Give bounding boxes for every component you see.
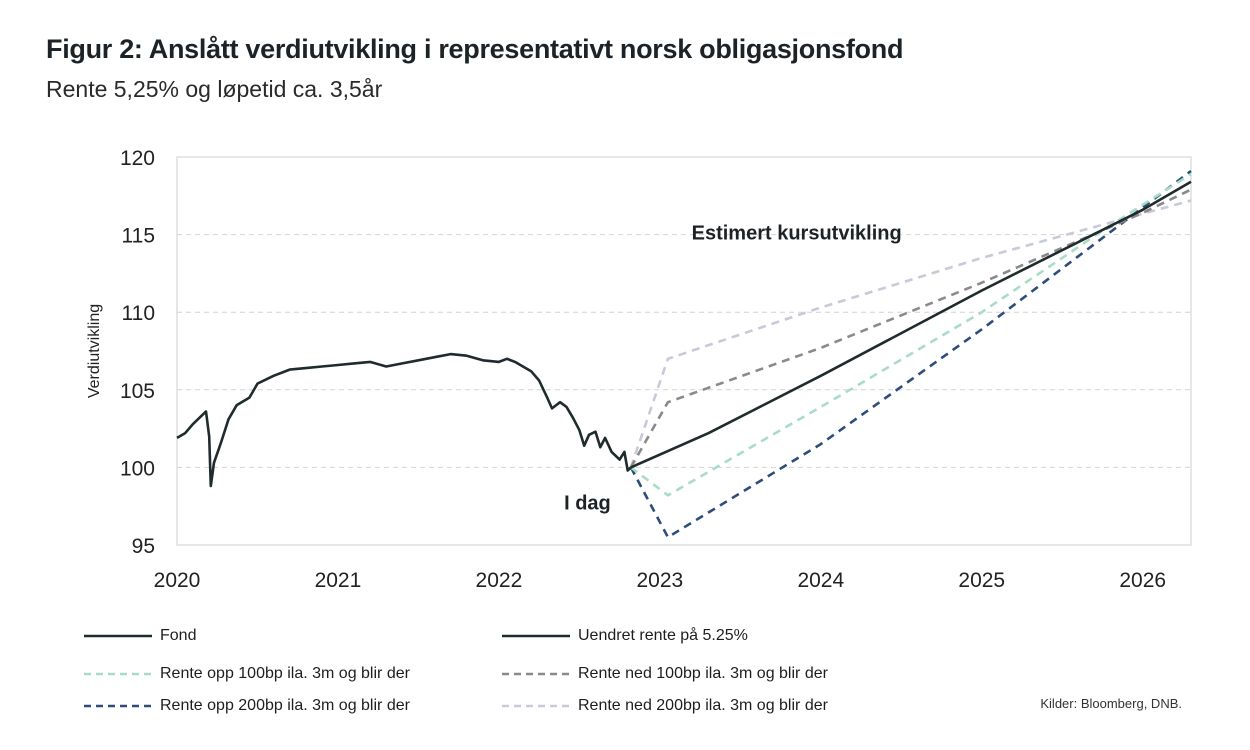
- series-line-3: [629, 188, 1192, 469]
- y-tick-label: 95: [132, 535, 155, 558]
- legend-item: Rente opp 200bp ila. 3m og blir der: [82, 694, 410, 718]
- legend-label: Rente ned 200bp ila. 3m og blir der: [578, 697, 828, 714]
- series-line-0: [176, 352, 632, 488]
- chart-title: Figur 2: Anslått verdiutvikling i repres…: [46, 34, 904, 64]
- legend-swatch: [84, 634, 152, 638]
- y-tick-label: 105: [120, 380, 155, 403]
- y-tick-label: 115: [122, 225, 155, 248]
- chart-subtitle: Rente 5,25% og løpetid ca. 3,5år: [46, 76, 383, 102]
- y-axis-label: Verdiutvikling: [86, 304, 103, 398]
- x-tick-label: 2022: [476, 569, 523, 592]
- x-tick-label: 2024: [797, 569, 844, 592]
- y-tick-label: 120: [120, 147, 155, 170]
- source-note: Kilder: Bloomberg, DNB.: [1040, 696, 1182, 711]
- legend-swatch: [502, 704, 570, 708]
- x-tick-label: 2026: [1119, 569, 1166, 592]
- legend-label: Fond: [160, 627, 197, 644]
- y-tick-label: 100: [120, 457, 155, 480]
- legend-swatch: [502, 672, 570, 676]
- legend-swatch: [84, 704, 152, 708]
- legend-label: Rente ned 100bp ila. 3m og blir der: [578, 665, 828, 682]
- legend-item: Rente opp 100bp ila. 3m og blir der: [82, 662, 410, 686]
- x-tick-label: 2025: [958, 569, 1005, 592]
- legend-item: Rente ned 200bp ila. 3m og blir der: [500, 694, 828, 718]
- x-tick-label: 2023: [636, 569, 683, 592]
- annotation-0: Estimert kursutvikling: [692, 222, 902, 244]
- series-line-2: [630, 173, 1192, 497]
- series-line-1: [630, 180, 1192, 469]
- legend-swatch: [502, 634, 570, 638]
- legend-label: Rente opp 100bp ila. 3m og blir der: [160, 665, 410, 682]
- x-tick-label: 2021: [315, 569, 362, 592]
- y-tick-label: 110: [122, 302, 155, 325]
- legend-item: Uendret rente på 5.25%: [500, 624, 748, 648]
- series-line-5: [629, 199, 1192, 468]
- annotation-1: I dag: [564, 492, 611, 514]
- legend-label: Uendret rente på 5.25%: [578, 627, 748, 644]
- series-line-4: [629, 169, 1192, 539]
- legend-label: Rente opp 200bp ila. 3m og blir der: [160, 697, 410, 714]
- x-tick-label: 2020: [154, 569, 201, 592]
- legend-item: Rente ned 100bp ila. 3m og blir der: [500, 662, 828, 686]
- legend-swatch: [84, 672, 152, 676]
- legend-item: Fond: [82, 624, 196, 648]
- plot-frame: [176, 156, 1192, 546]
